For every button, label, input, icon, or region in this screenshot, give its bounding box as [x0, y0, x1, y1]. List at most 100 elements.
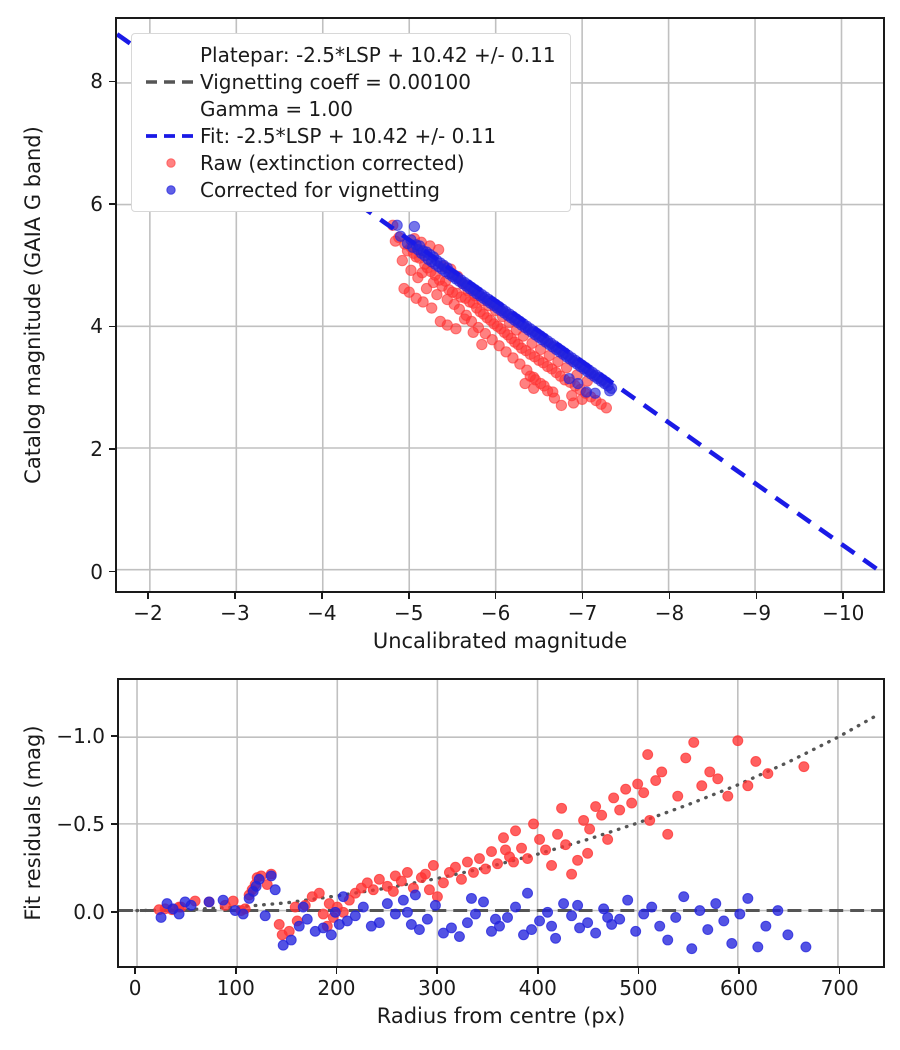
legend-entry: Vignetting coeff = 0.00100: [142, 68, 560, 95]
x-tick-label: 300: [417, 976, 457, 1000]
y-tick-label: 6: [90, 191, 103, 216]
data-point: [734, 908, 746, 920]
data-point: [572, 377, 584, 390]
data-point: [431, 288, 443, 301]
data-point: [285, 934, 297, 946]
scatter-series: [155, 870, 812, 955]
legend-entry: Raw (extinction corrected): [142, 149, 560, 176]
data-point: [253, 873, 265, 885]
data-point: [486, 846, 497, 858]
data-point: [389, 908, 401, 920]
data-point: [528, 382, 540, 395]
data-point: [413, 924, 425, 936]
data-point: [534, 915, 546, 927]
data-point: [582, 847, 594, 859]
data-point: [702, 924, 714, 936]
data-point: [638, 787, 650, 799]
data-point: [608, 792, 620, 804]
data-point: [518, 929, 530, 941]
y-tick-label: −1.0: [56, 724, 105, 748]
data-point: [492, 858, 503, 870]
y-axis-title: Fit residuals (mag): [21, 725, 45, 921]
data-point: [325, 929, 337, 941]
data-point: [556, 802, 568, 814]
data-point: [401, 866, 413, 878]
x-tick-label: 100: [216, 976, 255, 1000]
data-point: [602, 912, 614, 923]
x-tick-mark: [637, 968, 640, 974]
data-point: [361, 877, 373, 889]
data-point: [584, 823, 596, 835]
x-tick-label: −6: [480, 601, 511, 625]
x-axis-title: Radius from centre (px): [376, 1004, 626, 1028]
data-point: [742, 780, 754, 792]
data-point: [552, 828, 564, 840]
data-point: [694, 905, 706, 916]
data-point: [398, 282, 410, 295]
data-point: [662, 828, 674, 840]
data-point: [426, 302, 438, 314]
data-point: [409, 889, 421, 901]
data-point: [401, 906, 413, 918]
y-tick-label: 0: [90, 559, 103, 584]
data-point: [237, 908, 249, 920]
data-point: [387, 886, 399, 897]
data-point: [566, 390, 578, 402]
data-point: [317, 922, 329, 934]
data-point: [508, 856, 519, 868]
data-point: [405, 918, 417, 930]
data-point: [185, 899, 197, 911]
x-tick-label: 600: [719, 976, 759, 1000]
y-tick-label: −0.5: [56, 811, 105, 836]
data-point: [654, 920, 666, 932]
legend-entry: Gamma = 1.00: [142, 95, 560, 122]
legend-label: Vignetting coeff = 0.00100: [200, 69, 471, 94]
data-point: [555, 399, 568, 412]
legend-empty-handle: [142, 45, 200, 65]
data-point: [558, 898, 570, 910]
data-point: [662, 934, 674, 946]
data-point: [349, 910, 361, 922]
data-point: [461, 856, 473, 868]
data-point: [445, 922, 457, 934]
x-tick-label: −8: [654, 601, 685, 625]
scatter-series: [153, 735, 810, 941]
data-point: [574, 922, 586, 934]
y-tick-mark: [109, 325, 115, 328]
data-point: [782, 929, 794, 941]
data-point: [313, 887, 325, 899]
data-point: [453, 931, 465, 942]
data-point: [317, 908, 329, 920]
data-point: [516, 842, 527, 854]
x-tick-mark: [436, 968, 438, 974]
x-tick-label: −3: [220, 601, 250, 625]
data-point: [572, 854, 584, 866]
data-point: [467, 866, 479, 878]
x-tick-label: −5: [393, 601, 424, 625]
photometric-calibration-canvas: [117, 19, 883, 591]
legend-empty-handle: [142, 99, 200, 119]
data-point: [644, 814, 656, 826]
x-axis-title: Uncalibrated magnitude: [372, 629, 628, 653]
data-point: [590, 927, 602, 939]
fit-residuals-canvas: [119, 680, 883, 966]
data-point: [277, 939, 289, 951]
data-point: [395, 875, 407, 887]
data-point: [323, 898, 335, 910]
data-point: [566, 910, 578, 922]
data-point: [427, 860, 439, 871]
data-point: [510, 825, 521, 837]
data-point: [752, 941, 764, 953]
data-point: [455, 873, 467, 885]
data-point: [596, 809, 608, 821]
x-tick-label: −9: [741, 601, 772, 625]
legend-entry: Platepar: -2.5*LSP + 10.42 +/- 0.11: [142, 41, 560, 68]
data-point: [589, 387, 601, 399]
y-tick-mark: [111, 823, 117, 825]
data-point: [550, 932, 562, 944]
data-point: [656, 766, 668, 778]
x-tick-mark: [536, 968, 539, 974]
data-point: [526, 924, 538, 936]
data-point: [293, 920, 305, 932]
